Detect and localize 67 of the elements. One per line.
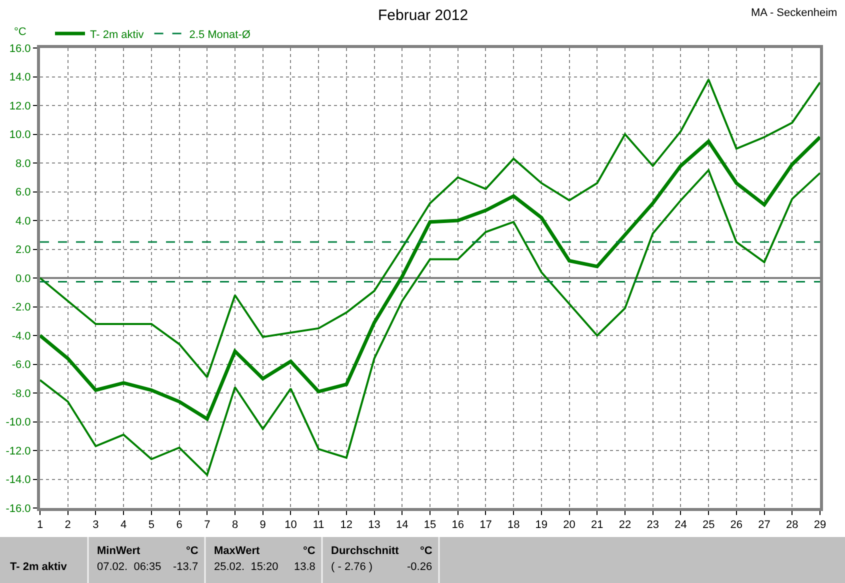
x-tick-label: 22 [618, 519, 632, 532]
x-tick-label: 7 [204, 519, 210, 532]
x-tick-label: 6 [176, 519, 182, 532]
x-tick-label: 27 [758, 519, 770, 532]
text: °C [420, 545, 432, 557]
x-tick-label: 4 [120, 519, 127, 532]
legend-label: 2.5 Monat-Ø [189, 28, 251, 41]
y-tick-label: 6.0 [16, 186, 31, 199]
y-tick-label: -10.0 [6, 416, 31, 429]
text: ( - 2.76 ) [331, 561, 373, 573]
text: T- 2m aktiv [10, 561, 68, 573]
x-tick-label: 23 [646, 519, 659, 532]
y-tick-label: 10.0 [9, 129, 31, 142]
x-tick-label: 25 [702, 519, 715, 532]
y-tick-label: -4.0 [12, 330, 31, 342]
y-tick-label: 8.0 [16, 158, 31, 170]
y-tick-label: 4.0 [16, 215, 31, 228]
text: -13.7 [173, 561, 198, 573]
y-tick-label: -8.0 [12, 388, 31, 400]
text: 07.02. 06:35 [97, 561, 162, 573]
x-tick-label: 5 [148, 519, 154, 532]
x-tick-label: 15 [424, 519, 436, 532]
x-tick-label: 24 [674, 519, 687, 532]
x-tick-label: 17 [480, 519, 492, 532]
y-axis-title: °C [14, 26, 26, 38]
x-tick-label: 8 [232, 519, 238, 532]
chart-subtitle: MA - Seckenheim [751, 7, 838, 19]
line-series [40, 78, 820, 378]
x-tick-label: 12 [340, 519, 353, 532]
text: 13.8 [294, 561, 316, 573]
text: °C [186, 545, 198, 557]
x-tick-label: 13 [368, 519, 380, 532]
text: -0.26 [407, 561, 432, 573]
y-tick-label: 16.0 [9, 42, 31, 55]
y-tick-label: -6.0 [12, 359, 31, 372]
x-tick-label: 28 [786, 519, 798, 532]
x-tick-label: 2 [64, 519, 71, 532]
x-tick-label: 19 [535, 519, 548, 532]
x-tick-label: 9 [260, 519, 266, 532]
y-tick-label: -14.0 [6, 474, 31, 486]
x-tick-label: 11 [312, 519, 324, 532]
text: °C [303, 545, 316, 557]
y-tick-label: -12.0 [6, 445, 31, 458]
x-tick-label: 14 [396, 519, 408, 532]
x-tick-label: 10 [284, 519, 297, 532]
y-tick-label: 14.0 [9, 72, 31, 84]
x-tick-label: 3 [92, 519, 99, 532]
x-tick-label: 16 [452, 519, 464, 532]
line-series [40, 169, 820, 476]
x-tick-label: 20 [563, 519, 576, 532]
chart-title: Februar 2012 [378, 7, 468, 24]
text: MinWert [97, 545, 141, 557]
x-tick-label: 29 [814, 519, 826, 532]
x-tick-label: 1 [36, 519, 44, 532]
y-tick-label: -16.0 [6, 502, 31, 515]
y-tick-label: 12.0 [9, 100, 31, 112]
x-tick-label: 26 [730, 519, 743, 532]
y-tick-label: -2.0 [12, 302, 31, 314]
line-series [40, 135, 820, 421]
text: 25.02. 15:20 [214, 561, 278, 573]
text: MaxWert [214, 545, 260, 557]
y-tick-label: 2.0 [16, 244, 31, 256]
text: Durchschnitt [331, 545, 400, 557]
y-tick-label: 0.0 [16, 272, 31, 285]
x-tick-label: 21 [591, 519, 604, 532]
legend-label: T- 2m aktiv [90, 28, 144, 41]
x-tick-label: 18 [507, 519, 520, 532]
